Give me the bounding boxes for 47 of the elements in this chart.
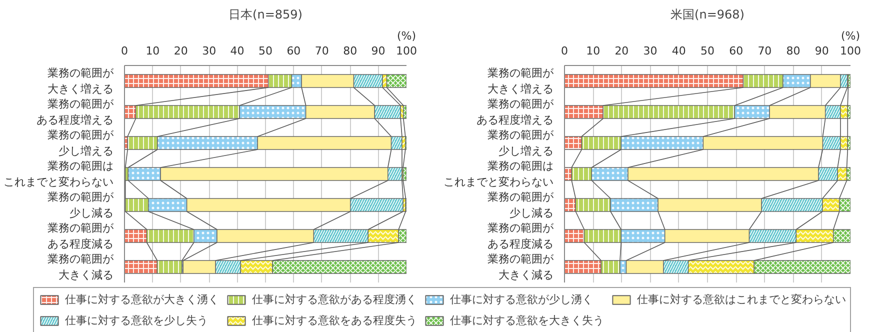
x-tick-label: 100 — [396, 44, 417, 58]
x-tick-label: 0 — [121, 44, 128, 58]
chart-title: 日本(n=859) — [228, 8, 302, 22]
x-tick-label: 80 — [343, 44, 358, 58]
legend-label: 仕事に対する意欲をある程度失う — [252, 312, 417, 328]
y-tick-label: 業務の範囲がある程度増える — [476, 98, 554, 126]
x-tick-label: 0 — [561, 44, 568, 58]
y-tick-label: 業務の範囲はこれまでと変わらない — [4, 160, 114, 188]
y-tick-label: 業務の範囲が少し増える — [48, 128, 114, 158]
x-axis-title: (%) — [396, 30, 416, 42]
x-tick-label: 60 — [286, 44, 301, 58]
x-tick-label: 30 — [643, 44, 658, 58]
y-tick-label: 業務の範囲はこれまでと変わらない — [444, 160, 554, 188]
x-tick-label: 90 — [814, 44, 829, 58]
legend-label: 仕事に対する意欲を大きく失う — [450, 312, 604, 328]
y-tick-label: 業務の範囲が大きく減る — [488, 252, 554, 282]
x-tick-label: 10 — [146, 44, 160, 58]
x-tick-label: 70 — [758, 44, 772, 58]
x-tick-label: 50 — [258, 44, 272, 58]
x-tick-label: 70 — [314, 44, 329, 58]
x-tick-label: 60 — [729, 44, 744, 58]
x-tick-label: 100 — [840, 44, 861, 58]
y-tick-label: 業務の範囲が少し減る — [488, 190, 554, 220]
y-tick-label: 業務の範囲が少し減る — [48, 190, 114, 220]
y-tick-label: 業務の範囲がある程度減る — [48, 222, 114, 250]
y-tick-label: 業務の範囲が少し増える — [488, 128, 554, 158]
x-tick-label: 40 — [230, 44, 244, 58]
x-tick-label: 10 — [586, 44, 600, 58]
legend-label: 仕事に対する意欲が大きく湧く — [65, 292, 219, 306]
x-tick-label: 20 — [614, 44, 629, 58]
y-tick-label: 業務の範囲がある程度減る — [488, 222, 554, 250]
y-tick-label: 業務の範囲が大きく増える — [488, 66, 554, 96]
y-tick-label: 業務の範囲が大きく増える — [48, 66, 114, 96]
x-tick-label: 20 — [174, 44, 188, 58]
x-axis-title: (%) — [840, 30, 860, 42]
x-tick-label: 30 — [202, 44, 216, 58]
legend-label: 仕事に対する意欲が少し湧く — [450, 292, 593, 306]
legend-label: 仕事に対する意欲がある程度湧く — [252, 292, 417, 306]
y-tick-label: 業務の範囲がある程度増える — [36, 98, 114, 126]
x-tick-label: 40 — [672, 44, 686, 58]
legend-label: 仕事に対する意欲はこれまでと変わらない — [637, 292, 846, 306]
x-tick-label: 90 — [371, 44, 386, 58]
y-tick-label: 業務の範囲が大きく減る — [48, 252, 114, 282]
legend-label: 仕事に対する意欲を少し失う — [65, 312, 208, 328]
x-tick-label: 80 — [786, 44, 800, 58]
x-tick-label: 50 — [700, 44, 714, 58]
chart-title: 米国(n=968) — [670, 8, 744, 22]
